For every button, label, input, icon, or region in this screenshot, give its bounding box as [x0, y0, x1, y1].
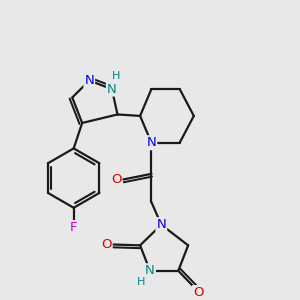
- Text: F: F: [70, 221, 77, 234]
- Text: N: N: [107, 82, 117, 95]
- Text: O: O: [101, 238, 111, 251]
- Text: N: N: [156, 218, 166, 231]
- Text: O: O: [111, 173, 121, 186]
- Text: N: N: [145, 264, 155, 277]
- Text: N: N: [146, 136, 156, 149]
- Text: H: H: [112, 71, 120, 81]
- Text: H: H: [137, 277, 145, 286]
- Text: N: N: [84, 74, 94, 87]
- Text: O: O: [193, 286, 203, 299]
